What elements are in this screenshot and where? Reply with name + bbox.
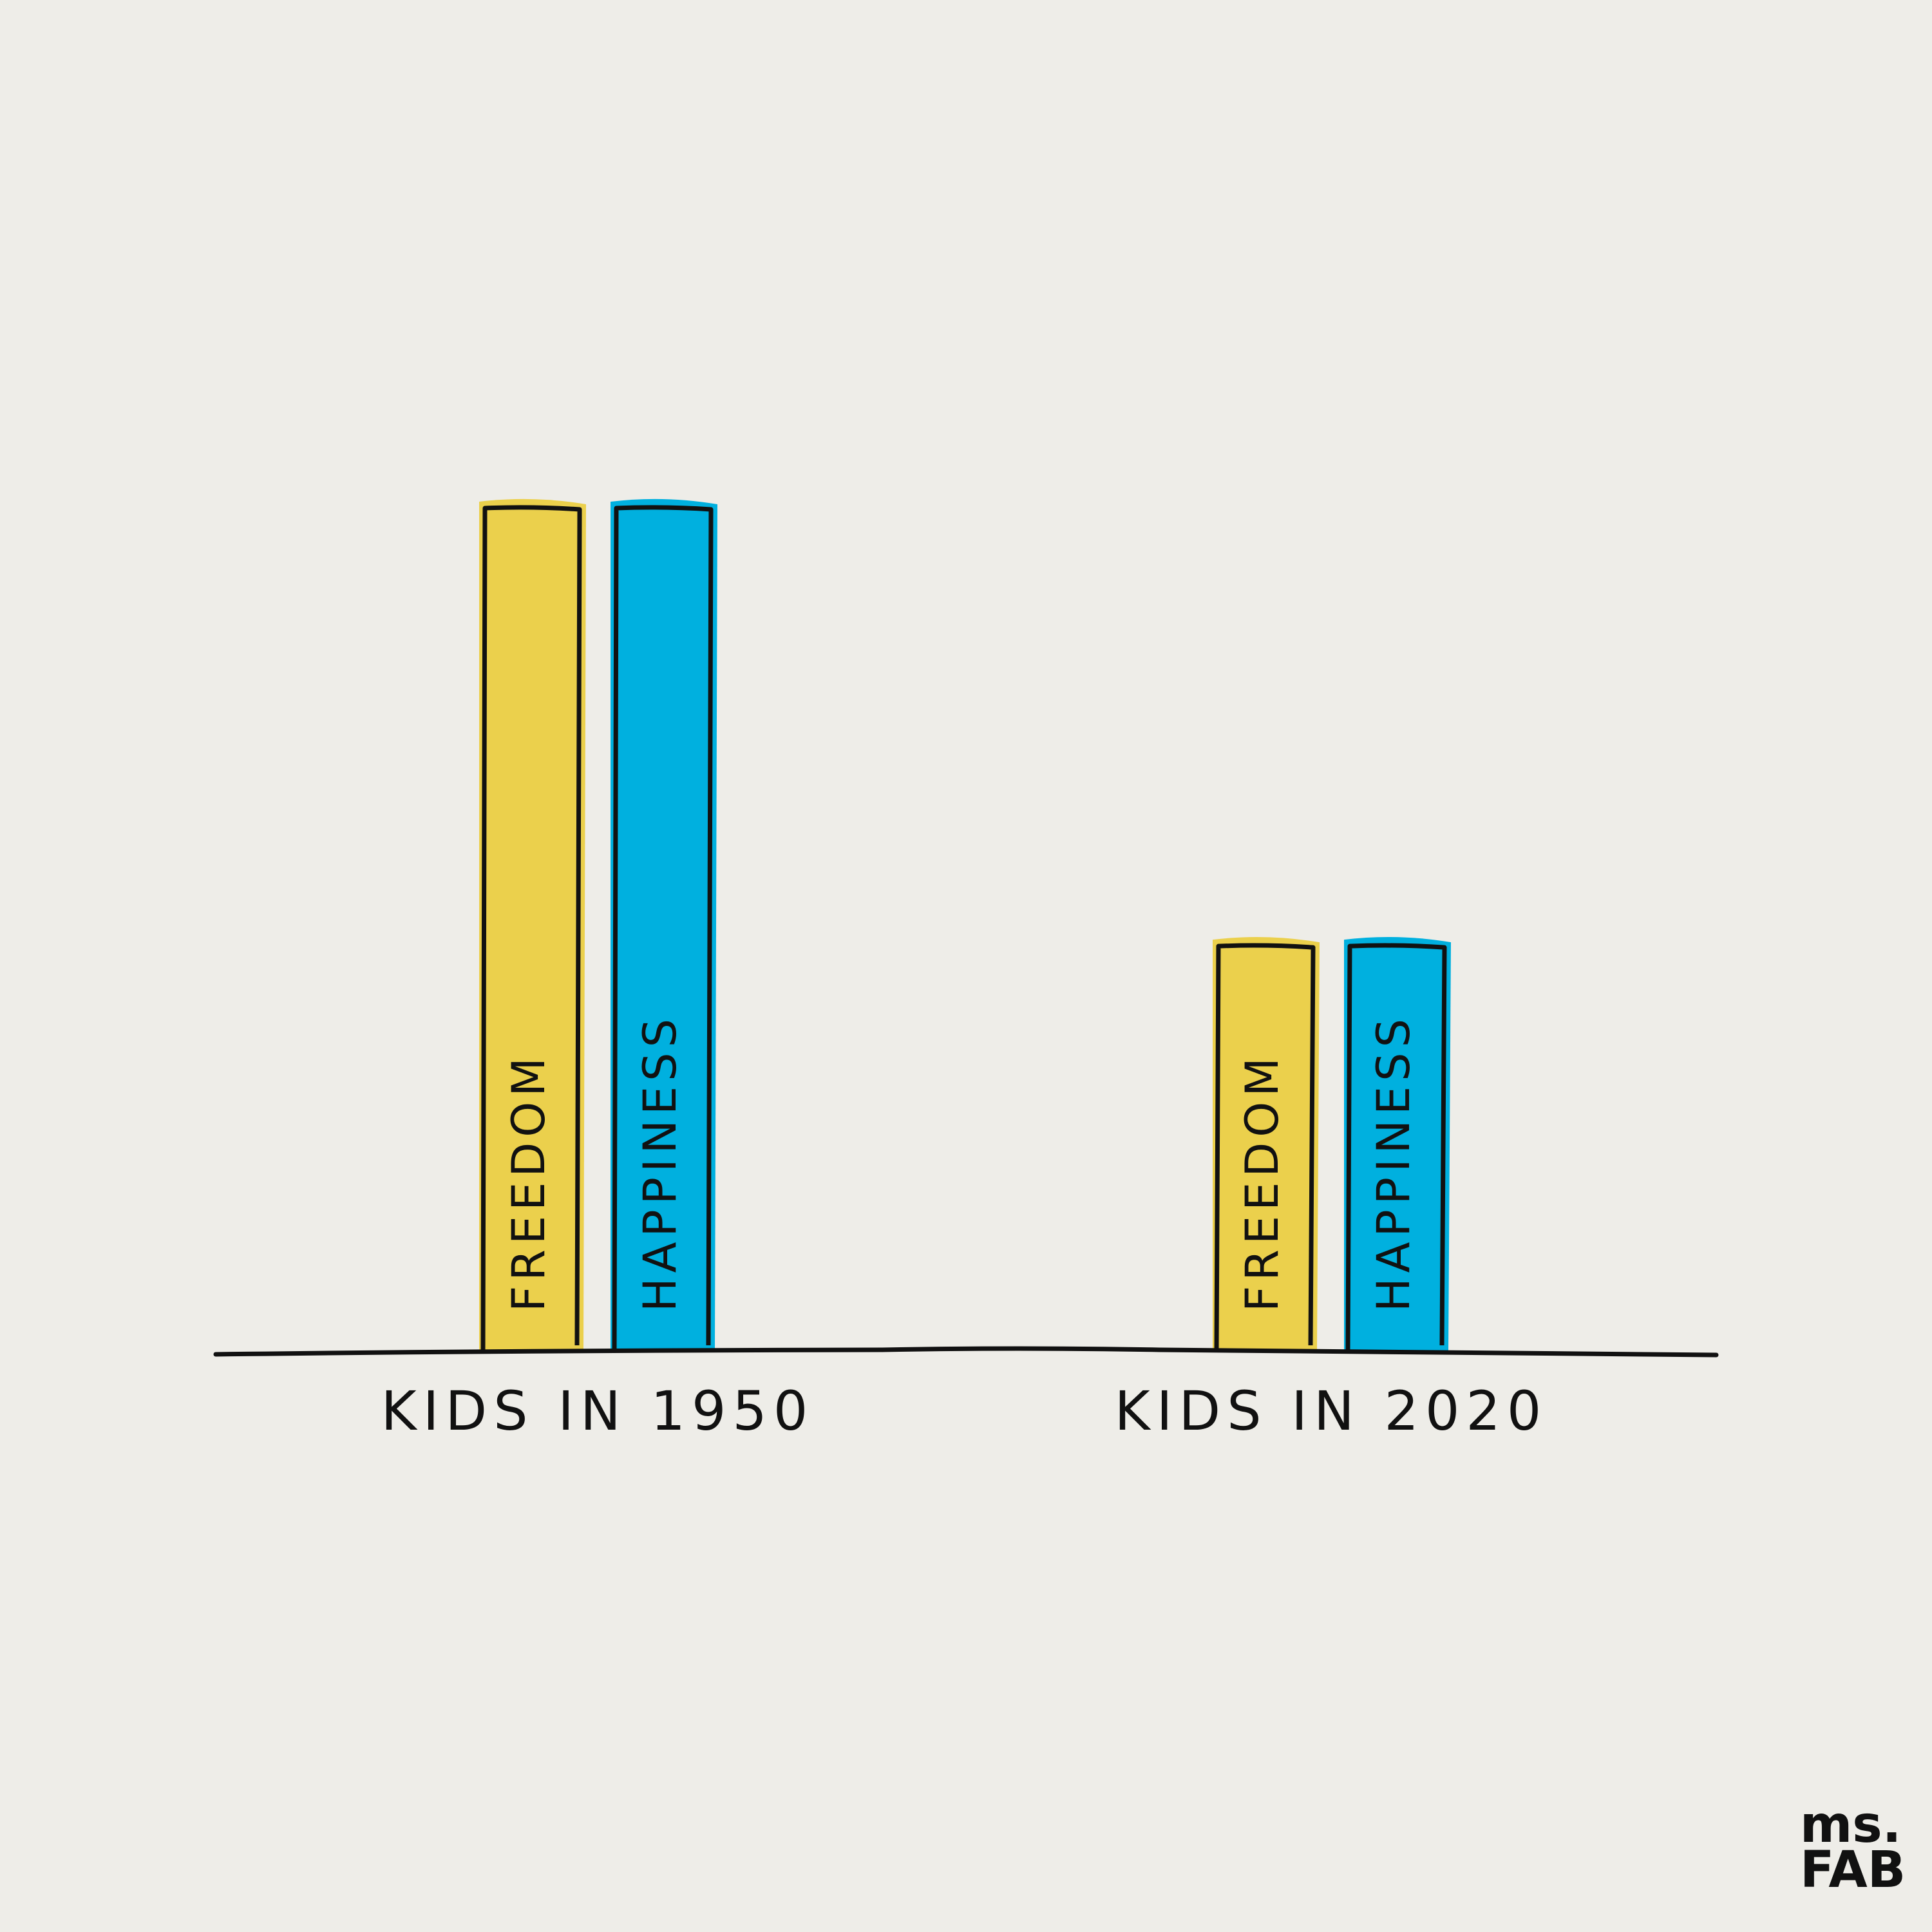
bar-color (1213, 936, 1320, 1350)
bar-label: FREEDOM (1236, 1052, 1289, 1312)
logo-line1: ms. (1800, 1796, 1901, 1854)
bar-outline (1345, 943, 1447, 1351)
bar-color (1344, 936, 1451, 1350)
x-tick-label: KIDS IN 1950 (381, 1379, 815, 1443)
bar-label: HAPPINESS (634, 1014, 687, 1312)
bar-outline (612, 505, 714, 1351)
bar-label: HAPPINESS (1367, 1014, 1420, 1312)
logo-line2: FAB (1800, 1841, 1906, 1899)
bar-outline (480, 505, 582, 1351)
bar-outline (1214, 943, 1316, 1351)
bar-color (611, 498, 717, 1351)
bar-label: FREEDOM (502, 1052, 555, 1312)
baseline (213, 1346, 1719, 1358)
bar-color (479, 498, 586, 1351)
bars: FREEDOM HAPPINESS FREEDOM HAPPINESS (479, 498, 1451, 1351)
x-tick-label: KIDS IN 2020 (1115, 1379, 1548, 1443)
